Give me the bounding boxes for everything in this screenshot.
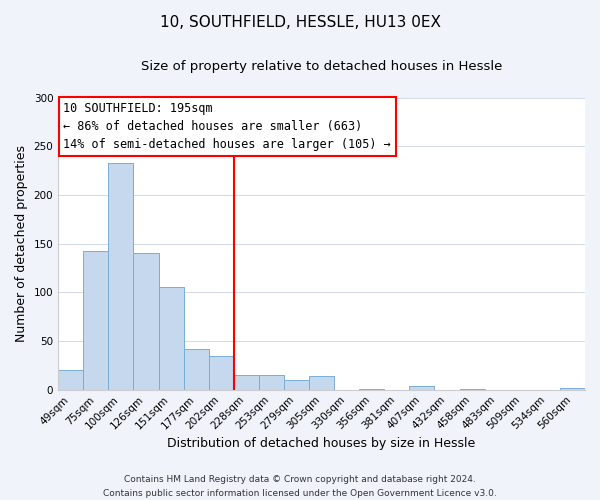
Bar xyxy=(158,286,184,390)
Bar xyxy=(284,380,309,390)
Title: Size of property relative to detached houses in Hessle: Size of property relative to detached ho… xyxy=(141,60,502,73)
Bar xyxy=(209,356,234,390)
Bar xyxy=(409,386,434,390)
Bar xyxy=(309,376,334,390)
Bar xyxy=(133,254,158,390)
Bar xyxy=(184,349,209,390)
Bar xyxy=(259,375,284,390)
Text: Contains HM Land Registry data © Crown copyright and database right 2024.
Contai: Contains HM Land Registry data © Crown c… xyxy=(103,476,497,498)
Bar xyxy=(560,388,585,390)
Bar xyxy=(58,370,83,390)
Bar xyxy=(460,389,485,390)
Bar xyxy=(234,375,259,390)
Text: 10, SOUTHFIELD, HESSLE, HU13 0EX: 10, SOUTHFIELD, HESSLE, HU13 0EX xyxy=(160,15,440,30)
Y-axis label: Number of detached properties: Number of detached properties xyxy=(15,146,28,342)
Bar xyxy=(109,163,133,390)
X-axis label: Distribution of detached houses by size in Hessle: Distribution of detached houses by size … xyxy=(167,437,476,450)
Text: 10 SOUTHFIELD: 195sqm
← 86% of detached houses are smaller (663)
14% of semi-det: 10 SOUTHFIELD: 195sqm ← 86% of detached … xyxy=(64,102,391,151)
Bar xyxy=(83,250,109,390)
Bar xyxy=(359,389,385,390)
